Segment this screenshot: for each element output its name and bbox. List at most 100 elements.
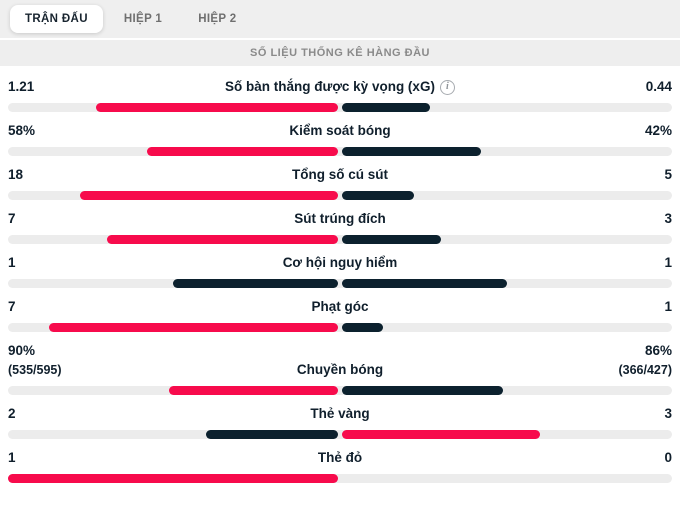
away-value: 3	[664, 406, 672, 421]
stat-label-wrap: Tổng số cú sút	[292, 166, 388, 184]
away-value: 1	[664, 299, 672, 314]
stat-row-header: 1 Thẻ đỏ 0	[8, 449, 672, 467]
away-bar	[342, 191, 414, 200]
stat-bar-track	[8, 474, 672, 483]
stat-row-header: 7 Phạt góc 1	[8, 298, 672, 316]
home-value: 1.21	[8, 79, 35, 94]
away-bar	[342, 430, 540, 439]
away-side: 1	[397, 254, 672, 272]
home-side: 2	[8, 405, 310, 423]
away-side: 42%	[391, 122, 672, 140]
home-value: 2	[8, 406, 16, 421]
home-value: 7	[8, 299, 16, 314]
away-side: 3	[386, 210, 672, 228]
stat-label: Chuyền bóng	[296, 362, 384, 377]
home-side: 1	[8, 449, 318, 467]
section-header: SỐ LIỆU THỐNG KÊ HÀNG ĐẦU	[0, 40, 680, 66]
tab-bar: TRẬN ĐẤU HIỆP 1 HIỆP 2	[0, 0, 680, 40]
home-value: 1	[8, 450, 16, 465]
away-side: 86% (366/427)	[383, 342, 672, 379]
stat-label: Tổng số cú sút	[292, 167, 388, 182]
home-subvalue: (535/595)	[8, 363, 62, 377]
home-bar	[173, 279, 338, 288]
home-bar	[49, 323, 338, 332]
stat-label-wrap: Sút trúng đích	[294, 210, 386, 228]
stat-bar-track	[8, 386, 672, 395]
home-bar	[79, 191, 338, 200]
stat-label-wrap: Cơ hội nguy hiểm	[283, 254, 398, 272]
home-side: 1	[8, 254, 283, 272]
home-bar	[96, 103, 338, 112]
away-bar	[342, 323, 384, 332]
stat-row-header: 1.21 Số bàn thắng được kỳ vọng (xG) i 0.…	[8, 78, 672, 96]
stat-row: 58% Kiểm soát bóng 42%	[8, 112, 672, 156]
stat-row-header: 90% (535/595) Chuyền bóng 86% (366/427)	[8, 342, 672, 379]
away-value: 86%	[644, 343, 672, 358]
stat-label: Cơ hội nguy hiểm	[282, 255, 398, 270]
tab-half-2[interactable]: HIỆP 2	[183, 5, 251, 33]
away-value: 5	[664, 167, 672, 182]
away-side: 3	[370, 405, 672, 423]
stat-bar-track	[8, 430, 672, 439]
stat-row-header: 2 Thẻ vàng 3	[8, 405, 672, 423]
stat-label: Số bàn thắng được kỳ vọng (xG)	[225, 79, 435, 94]
stat-row: 90% (535/595) Chuyền bóng 86% (366/427)	[8, 332, 672, 395]
away-value: 1	[664, 255, 672, 270]
away-side: 1	[369, 298, 672, 316]
home-side: 1.21	[8, 78, 225, 96]
stat-row: 7 Sút trúng đích 3	[8, 200, 672, 244]
away-bar	[342, 103, 431, 112]
stat-label-wrap: Kiểm soát bóng	[289, 122, 390, 140]
stat-row: 18 Tổng số cú sút 5	[8, 156, 672, 200]
home-value: 18	[8, 167, 24, 182]
stat-row-header: 18 Tổng số cú sút 5	[8, 166, 672, 184]
away-value: 0	[664, 450, 672, 465]
stat-label-wrap: Thẻ đỏ	[318, 449, 362, 467]
stat-row: 7 Phạt góc 1	[8, 288, 672, 332]
stat-bar-track	[8, 235, 672, 244]
stat-label-wrap: Thẻ vàng	[310, 405, 369, 423]
away-bar	[342, 235, 441, 244]
stat-label: Phạt góc	[311, 299, 369, 314]
home-bar	[8, 474, 338, 483]
stat-label-wrap: Phạt góc	[311, 298, 368, 316]
stat-bar-track	[8, 103, 672, 112]
away-bar	[342, 279, 507, 288]
away-value: 42%	[644, 123, 672, 138]
home-bar	[206, 430, 338, 439]
stat-row-header: 1 Cơ hội nguy hiểm 1	[8, 254, 672, 272]
stat-bar-track	[8, 147, 672, 156]
stat-row: 2 Thẻ vàng 3	[8, 395, 672, 439]
home-bar	[146, 147, 338, 156]
home-value: 58%	[8, 123, 36, 138]
tab-half-1[interactable]: HIỆP 1	[109, 5, 177, 33]
home-value: 1	[8, 255, 16, 270]
stat-label: Thẻ đỏ	[317, 450, 363, 465]
home-side: 18	[8, 166, 292, 184]
info-icon[interactable]: i	[439, 79, 455, 95]
stat-label: Thẻ vàng	[310, 406, 370, 421]
stat-bar-track	[8, 191, 672, 200]
match-stats-panel: TRẬN ĐẤU HIỆP 1 HIỆP 2 SỐ LIỆU THỐNG KÊ …	[0, 0, 680, 483]
away-bar	[342, 386, 504, 395]
away-bar	[342, 147, 481, 156]
home-side: 7	[8, 298, 311, 316]
away-side: 0.44	[455, 78, 672, 96]
home-value: 7	[8, 211, 16, 226]
home-value: 90%	[8, 343, 36, 358]
away-side: 5	[388, 166, 672, 184]
section-header-text: SỐ LIỆU THỐNG KÊ HÀNG ĐẦU	[250, 47, 430, 59]
away-subvalue: (366/427)	[618, 363, 672, 377]
stat-row-header: 58% Kiểm soát bóng 42%	[8, 122, 672, 140]
stat-row: 1 Cơ hội nguy hiểm 1	[8, 244, 672, 288]
tab-match[interactable]: TRẬN ĐẤU	[10, 5, 103, 33]
stat-row: 1.21 Số bàn thắng được kỳ vọng (xG) i 0.…	[8, 68, 672, 112]
away-side: 0	[362, 449, 672, 467]
away-value: 3	[664, 211, 672, 226]
stats-list: 1.21 Số bàn thắng được kỳ vọng (xG) i 0.…	[0, 66, 680, 483]
stat-row: 1 Thẻ đỏ 0	[8, 439, 672, 483]
stat-bar-track	[8, 279, 672, 288]
home-side: 90% (535/595)	[8, 342, 297, 379]
away-value: 0.44	[645, 79, 672, 94]
stat-label: Kiểm soát bóng	[289, 123, 391, 138]
